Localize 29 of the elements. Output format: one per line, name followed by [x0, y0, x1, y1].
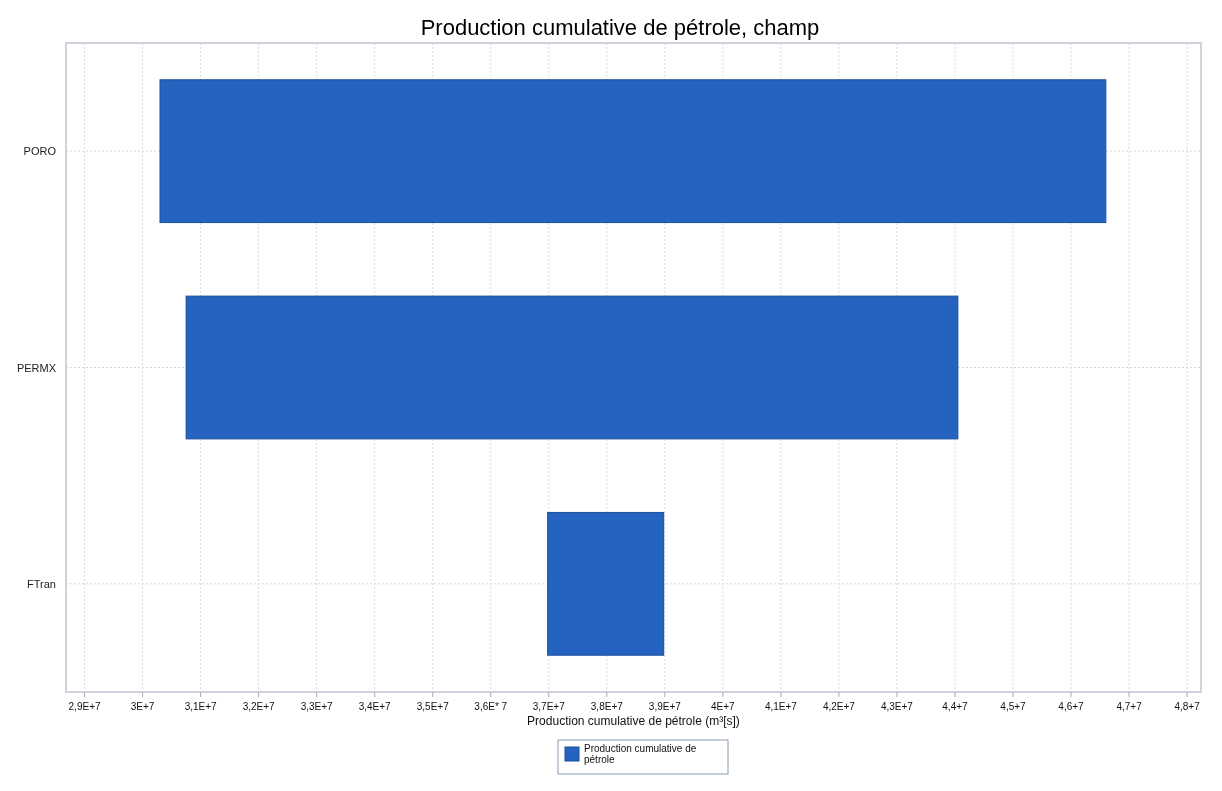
x-tick-label: 4,8+7 [1174, 701, 1201, 712]
chart-title: Production cumulative de pétrole, champ [420, 15, 820, 40]
x-tick-label: 4E+7 [711, 701, 736, 712]
x-tick-label: 4,1E+7 [764, 701, 798, 712]
x-tick-label: 4,2E+7 [822, 701, 856, 712]
x-tick-label: 4,7+7 [1116, 701, 1143, 712]
x-tick-label: 4,3E+7 [880, 701, 914, 712]
x-tick-label: 2,9E+7 [68, 701, 101, 712]
x-tick-label: 3,2E+7 [242, 701, 276, 712]
x-tick-label: 3,1E+7 [184, 701, 218, 712]
x-axis-title: Production cumulative de pétrole (m³[s]) [527, 714, 740, 728]
x-tick-label: 4,4+7 [942, 701, 969, 712]
x-tick-label: 3,9E+7 [648, 701, 682, 712]
x-tick-label: 3,6E* 7 [474, 701, 508, 712]
y-tick-label: FTran [27, 577, 56, 590]
y-tick-label: PORO [23, 145, 57, 158]
x-tick-label: 3,8E+7 [590, 701, 624, 712]
x-tick-label: 4,5+7 [1000, 701, 1027, 712]
bar [159, 79, 1107, 224]
x-tick-label: 3,4E+7 [358, 701, 392, 712]
bar [185, 295, 959, 440]
x-tick-label: 4,6+7 [1058, 701, 1085, 712]
y-tick-label: PERMX [16, 361, 57, 374]
legend-label: Production cumulative de pétrole [584, 743, 697, 765]
x-tick-label: 3,3E+7 [300, 701, 334, 712]
x-tick-label: 3E+7 [130, 701, 155, 712]
x-tick-label: 3,7E+7 [532, 701, 566, 712]
x-tick-label: 3,5E+7 [416, 701, 450, 712]
bar [547, 511, 665, 656]
